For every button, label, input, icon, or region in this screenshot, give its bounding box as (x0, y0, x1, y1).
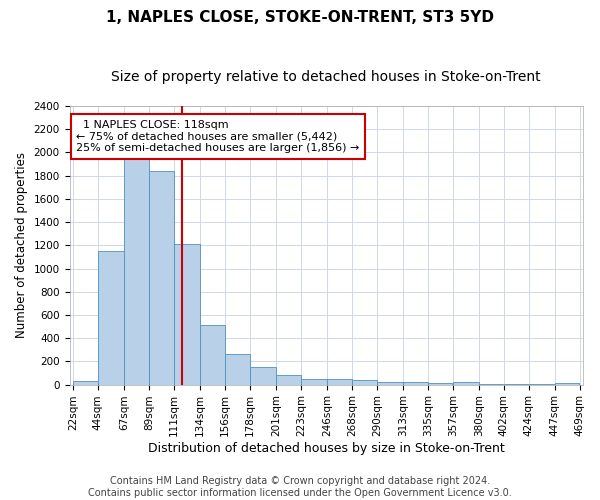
Bar (200, 326, 224, 384)
X-axis label: Distribution of detached houses by size in Stoke-on-Trent: Distribution of detached houses by size … (148, 442, 505, 455)
Bar (453, 382, 479, 384)
Bar (73, 381, 98, 384)
Text: Contains HM Land Registry data © Crown copyright and database right 2024.
Contai: Contains HM Land Registry data © Crown c… (88, 476, 512, 498)
Bar (174, 244, 200, 384)
Bar (98, 251, 124, 384)
Title: Size of property relative to detached houses in Stoke-on-Trent: Size of property relative to detached ho… (112, 70, 541, 84)
Bar (301, 379, 326, 384)
Bar (250, 366, 275, 384)
Bar (225, 354, 250, 384)
Bar (149, 171, 173, 384)
Bar (428, 383, 452, 384)
Text: 1 NAPLES CLOSE: 118sqm
← 75% of detached houses are smaller (5,442)
25% of semi-: 1 NAPLES CLOSE: 118sqm ← 75% of detached… (76, 120, 360, 153)
Bar (276, 376, 301, 384)
Bar (124, 158, 149, 384)
Text: 1, NAPLES CLOSE, STOKE-ON-TRENT, ST3 5YD: 1, NAPLES CLOSE, STOKE-ON-TRENT, ST3 5YD (106, 10, 494, 25)
Bar (352, 380, 377, 384)
Bar (377, 382, 403, 384)
Bar (327, 380, 352, 384)
Bar (555, 383, 580, 384)
Bar (403, 382, 428, 384)
Y-axis label: Number of detached properties: Number of detached properties (15, 152, 28, 338)
